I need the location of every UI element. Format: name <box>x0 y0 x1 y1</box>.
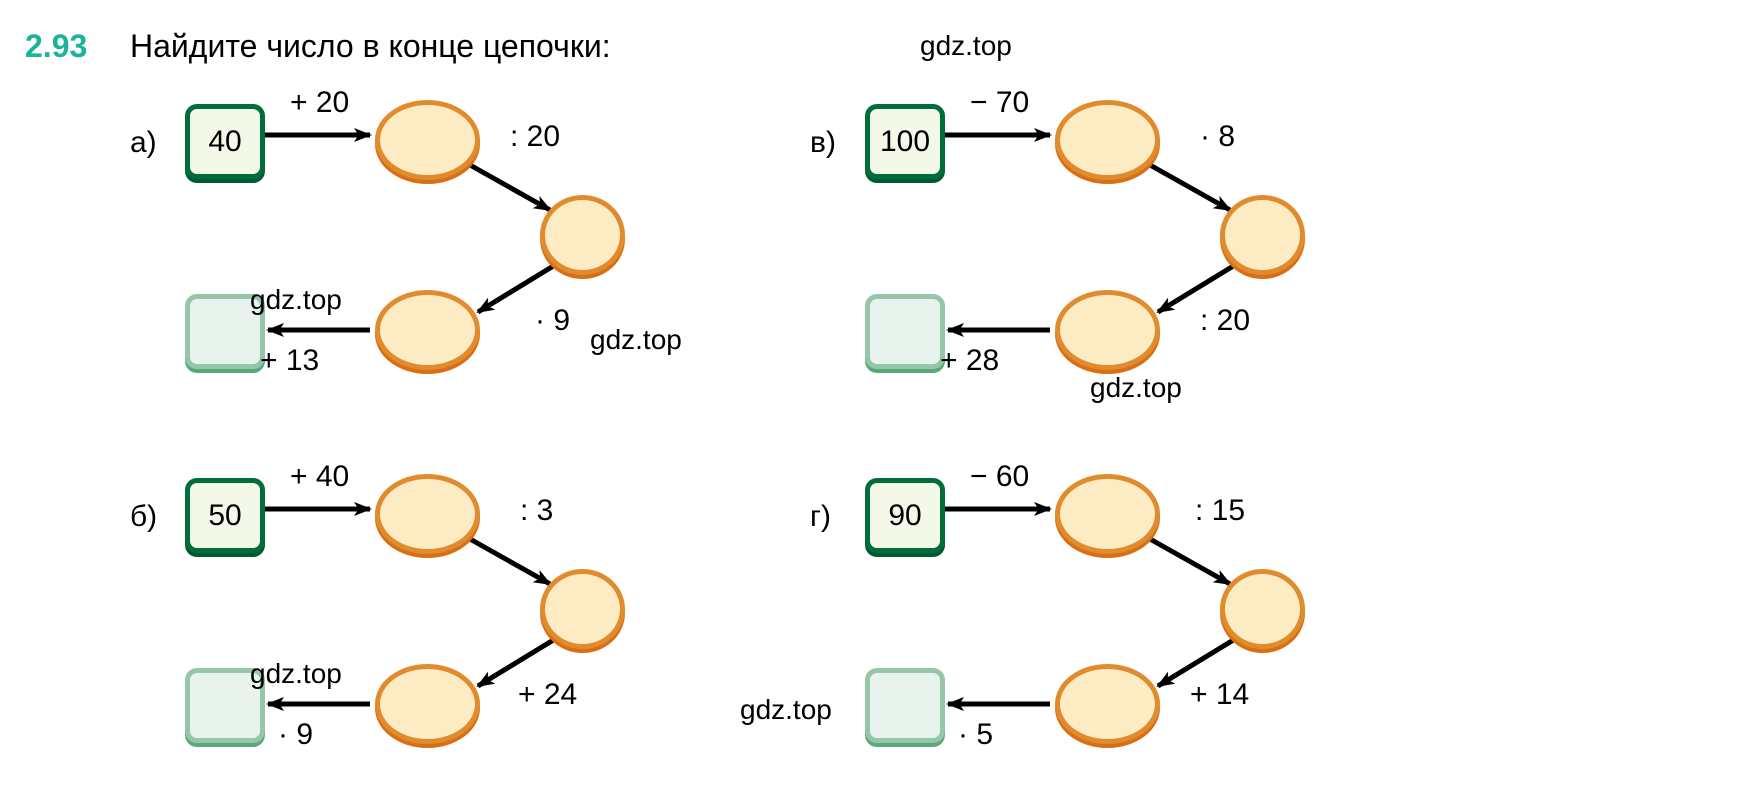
chain-a-op-2: : 20 <box>510 120 560 154</box>
chain-a-op-3: · 9 <box>535 304 570 338</box>
arrow <box>1150 539 1230 584</box>
chain-v-op-2: · 8 <box>1200 120 1235 154</box>
chain-v-op-4: + 28 <box>940 344 999 378</box>
exercise-number: 2.93 <box>25 28 87 65</box>
chain-b-oval-1 <box>375 474 480 554</box>
chain-v-end-square <box>865 294 945 369</box>
chain-v-watermark-top: gdz.top <box>920 30 1012 62</box>
chain-g-start-square: 90 <box>865 478 945 553</box>
chain-a-oval-1 <box>375 100 480 180</box>
arrow <box>470 165 550 210</box>
chain-a-start-square: 40 <box>185 104 265 179</box>
chain-b-op-1: + 40 <box>290 460 349 494</box>
chain-v-oval-2 <box>1220 195 1305 275</box>
arrow <box>470 539 550 584</box>
chain-g-watermark: gdz.top <box>740 694 832 726</box>
chain-g-op-4: · 5 <box>958 718 993 752</box>
chain-g-end-square <box>865 668 945 743</box>
prompt-text: Найдите число в конце цепочки: <box>130 28 611 65</box>
chain-a-op-4: + 13 <box>260 344 319 378</box>
chain-a-oval-2 <box>540 195 625 275</box>
chain-v-start-square: 100 <box>865 104 945 179</box>
chain-a-op-1: + 20 <box>290 86 349 120</box>
chain-b-start-square: 50 <box>185 478 265 553</box>
chain-a-letter: а) <box>130 126 157 160</box>
chain-a-oval-3 <box>375 290 480 370</box>
chain-a-watermark: gdz.top <box>250 284 342 316</box>
chain-g-oval-1 <box>1055 474 1160 554</box>
chain-v-oval-1 <box>1055 100 1160 180</box>
extra-watermark: gdz.top <box>590 324 682 356</box>
chain-g-op-3: + 14 <box>1190 678 1249 712</box>
chain-b-op-2: : 3 <box>520 494 553 528</box>
chain-v-oval-3 <box>1055 290 1160 370</box>
chain-b-op-4: · 9 <box>278 718 313 752</box>
chain-v-watermark-bottom: gdz.top <box>1090 372 1182 404</box>
chain-b-oval-2 <box>540 569 625 649</box>
chain-g-op-2: : 15 <box>1195 494 1245 528</box>
chain-b-oval-3 <box>375 664 480 744</box>
chain-v-op-3: : 20 <box>1200 304 1250 338</box>
chain-b-watermark: gdz.top <box>250 658 342 690</box>
chain-g-oval-3 <box>1055 664 1160 744</box>
chain-v-letter: в) <box>810 126 836 160</box>
chain-g-oval-2 <box>1220 569 1305 649</box>
chain-b-op-3: + 24 <box>518 678 577 712</box>
chain-b-letter: б) <box>130 500 157 534</box>
arrow <box>1150 165 1230 210</box>
chain-g-letter: г) <box>810 500 831 534</box>
chain-v-op-1: − 70 <box>970 86 1029 120</box>
chain-g-op-1: − 60 <box>970 460 1029 494</box>
